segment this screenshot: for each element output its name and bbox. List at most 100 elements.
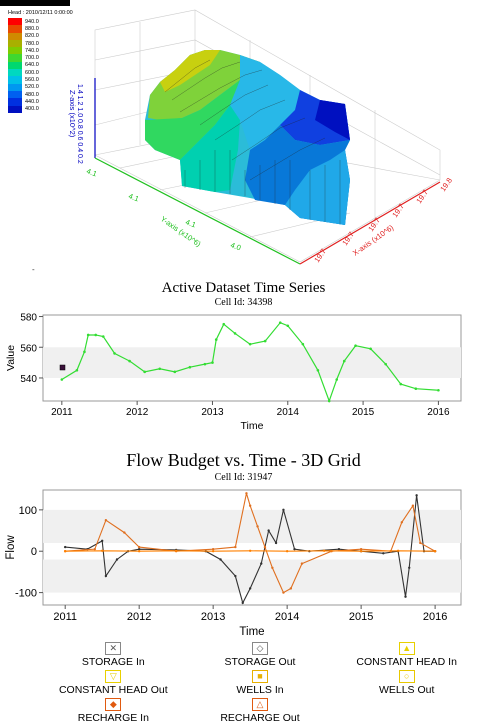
data-point (63, 545, 67, 549)
plot-band (43, 347, 461, 378)
legend-label-wells-out: WELLS Out (378, 684, 435, 696)
data-point (400, 521, 404, 524)
y-tick-label: -100 (15, 588, 37, 600)
chart1-subtitle: Cell Id: 34398 (214, 297, 273, 308)
color-legend-value: 560.0 (25, 77, 39, 84)
x-tick-5: 19.7 (414, 188, 430, 205)
legend-item-storage-in[interactable]: ✕ STORAGE In (40, 642, 187, 668)
color-legend-value: 880.0 (25, 25, 39, 32)
chart1-plot[interactable]: 540 560 580 2011 2012 2013 2014 2015 2016 Time Val… (0, 308, 503, 438)
legend-item-recharge-out[interactable]: △ RECHARGE Out (187, 698, 334, 724)
x-tick-label: 2013 (201, 611, 225, 623)
data-point (115, 558, 119, 561)
data-point (100, 549, 104, 553)
x-axis-label: Time (239, 626, 264, 638)
data-point (203, 362, 207, 366)
x-tick-label: 2015 (352, 407, 375, 418)
3d-view[interactable]: Z-axis (x10^2) 1.4 1.2 1.0 0.8 0.6 0.4 0… (0, 0, 503, 278)
data-point (293, 547, 296, 551)
legend-label-storage-in: STORAGE In (81, 656, 145, 668)
data-point (219, 558, 222, 561)
legend-symbol-recharge-in: ◆ (105, 698, 122, 711)
data-point (384, 362, 387, 366)
y-axis-label: Y-axis (x10^6) (159, 214, 203, 249)
data-point (63, 550, 67, 553)
contour-lines (164, 59, 341, 224)
data-point (214, 338, 218, 341)
color-legend-row: 740.0 (8, 47, 39, 55)
color-legend-swatch (8, 90, 22, 99)
color-legend-row: 560.0 (8, 76, 39, 84)
x-tick-label: 2015 (349, 611, 373, 623)
data-point (399, 382, 403, 386)
data-point (408, 566, 411, 569)
y-axis-label: Flow (5, 535, 17, 560)
data-point (286, 324, 290, 328)
color-legend-value: 640.0 (25, 62, 39, 69)
data-point (382, 552, 385, 555)
mark-dot: - (32, 265, 35, 274)
flow-legend: ✕ STORAGE In ◇ STORAGE Out ▲ CONSTANT HE… (40, 642, 480, 724)
data-point (173, 370, 177, 374)
head-surface (145, 50, 350, 225)
data-point (86, 333, 90, 337)
color-legend-row: 400.0 (8, 105, 39, 113)
data-point (404, 595, 407, 598)
color-legend-swatch (8, 25, 22, 33)
data-point (282, 591, 285, 594)
data-point (241, 601, 244, 605)
color-legend-row: 600.0 (8, 69, 39, 77)
data-point (271, 566, 274, 569)
x-tick-label: 2012 (126, 407, 149, 418)
legend-item-constant-head-out[interactable]: ▽ CONSTANT HEAD Out (40, 670, 187, 696)
color-legend-value: 940.0 (25, 18, 39, 25)
legend-item-constant-head-in[interactable]: ▲ CONSTANT HEAD In (333, 642, 480, 668)
chart2-plot[interactable]: -100 0 100 2011 2012 2013 2014 2015 2016 Time Flow (0, 483, 503, 643)
x-tick-label: 2011 (51, 407, 73, 418)
data-point (248, 342, 252, 346)
color-legend-swatch (8, 76, 22, 84)
y-tick-label: 560 (20, 343, 37, 354)
data-point (335, 378, 339, 381)
3d-view-canvas: Z-axis (x10^2) 1.4 1.2 1.0 0.8 0.6 0.4 0… (0, 0, 454, 274)
chart2-subtitle: Cell Id: 31947 (214, 472, 273, 483)
data-point (354, 344, 357, 348)
data-point (411, 504, 415, 507)
data-point (359, 547, 363, 551)
legend-symbol-wells-in: ■ (251, 670, 268, 683)
data-point (419, 541, 422, 545)
data-point (300, 562, 304, 565)
legend-item-recharge-in[interactable]: ◆ RECHARGE In (40, 698, 187, 724)
data-point (396, 549, 400, 553)
flow-budget-chart: Flow Budget vs. Time - 3D Grid Cell Id: … (0, 448, 503, 643)
color-legend-title: Head : 2010/12/11 0:00:00 (8, 10, 73, 16)
legend-symbol-constant-head-in: ▲ (398, 642, 415, 655)
y-tick-label: 100 (19, 505, 37, 517)
color-legend-swatch (8, 69, 22, 77)
color-legend-value: 780.0 (25, 40, 39, 47)
color-legend-row: 520.0 (8, 83, 39, 91)
legend-item-wells-out[interactable]: ○ WELLS Out (333, 670, 480, 696)
legend-label-wells-in: WELLS In (236, 684, 284, 696)
legend-symbol-recharge-out: △ (251, 698, 268, 711)
color-legend-value: 600.0 (25, 69, 39, 76)
data-point (327, 399, 331, 403)
legend-item-wells-in[interactable]: ■ WELLS In (187, 670, 334, 696)
y-tick-3: 4.1 (184, 217, 197, 229)
color-legend-swatch (8, 54, 22, 62)
data-point (274, 541, 278, 545)
y-tick-label: 580 (20, 313, 37, 324)
data-point (337, 547, 341, 551)
data-point (234, 545, 237, 549)
plot-band (43, 509, 461, 543)
data-point (260, 562, 263, 565)
x-tick-label: 2013 (201, 407, 224, 418)
x-tick-label: 2014 (277, 407, 300, 418)
chart1-title: Active Dataset Time Series (161, 280, 326, 296)
data-point (285, 550, 289, 553)
color-legend-value: 400.0 (25, 106, 39, 113)
data-point (174, 549, 178, 553)
color-legend-value: 480.0 (25, 91, 39, 98)
legend-item-storage-out[interactable]: ◇ STORAGE Out (187, 642, 334, 668)
color-legend-swatch (8, 47, 22, 55)
